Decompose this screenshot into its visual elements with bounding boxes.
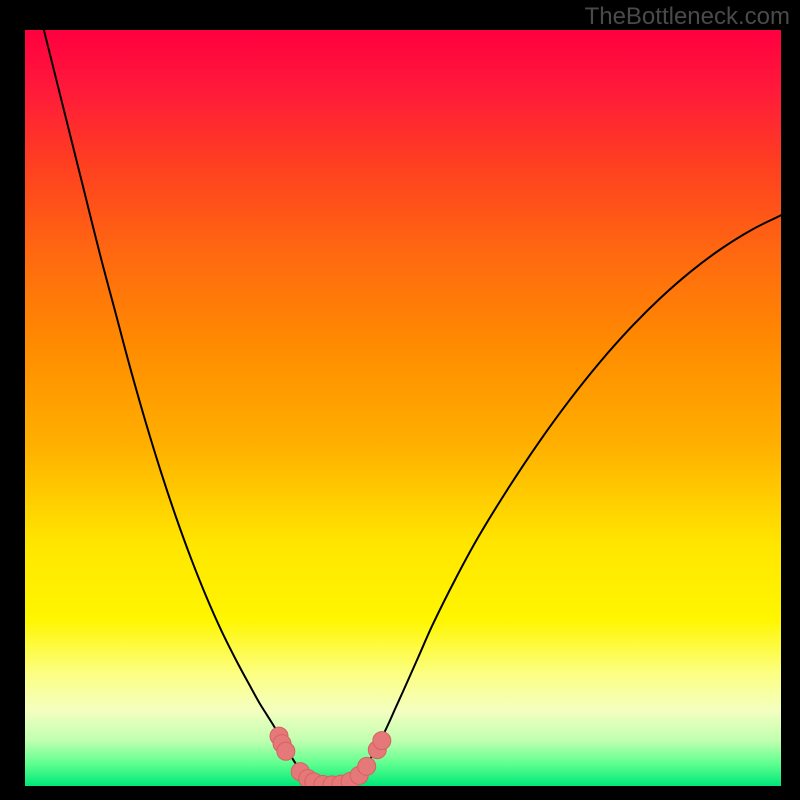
figure-canvas: TheBottleneck.com (0, 0, 800, 800)
data-marker (358, 757, 376, 775)
data-marker (277, 742, 295, 760)
watermark-text: TheBottleneck.com (585, 3, 790, 31)
gradient-background (25, 30, 781, 786)
data-marker (373, 732, 391, 750)
chart-svg (25, 30, 781, 786)
plot-area (25, 30, 781, 786)
